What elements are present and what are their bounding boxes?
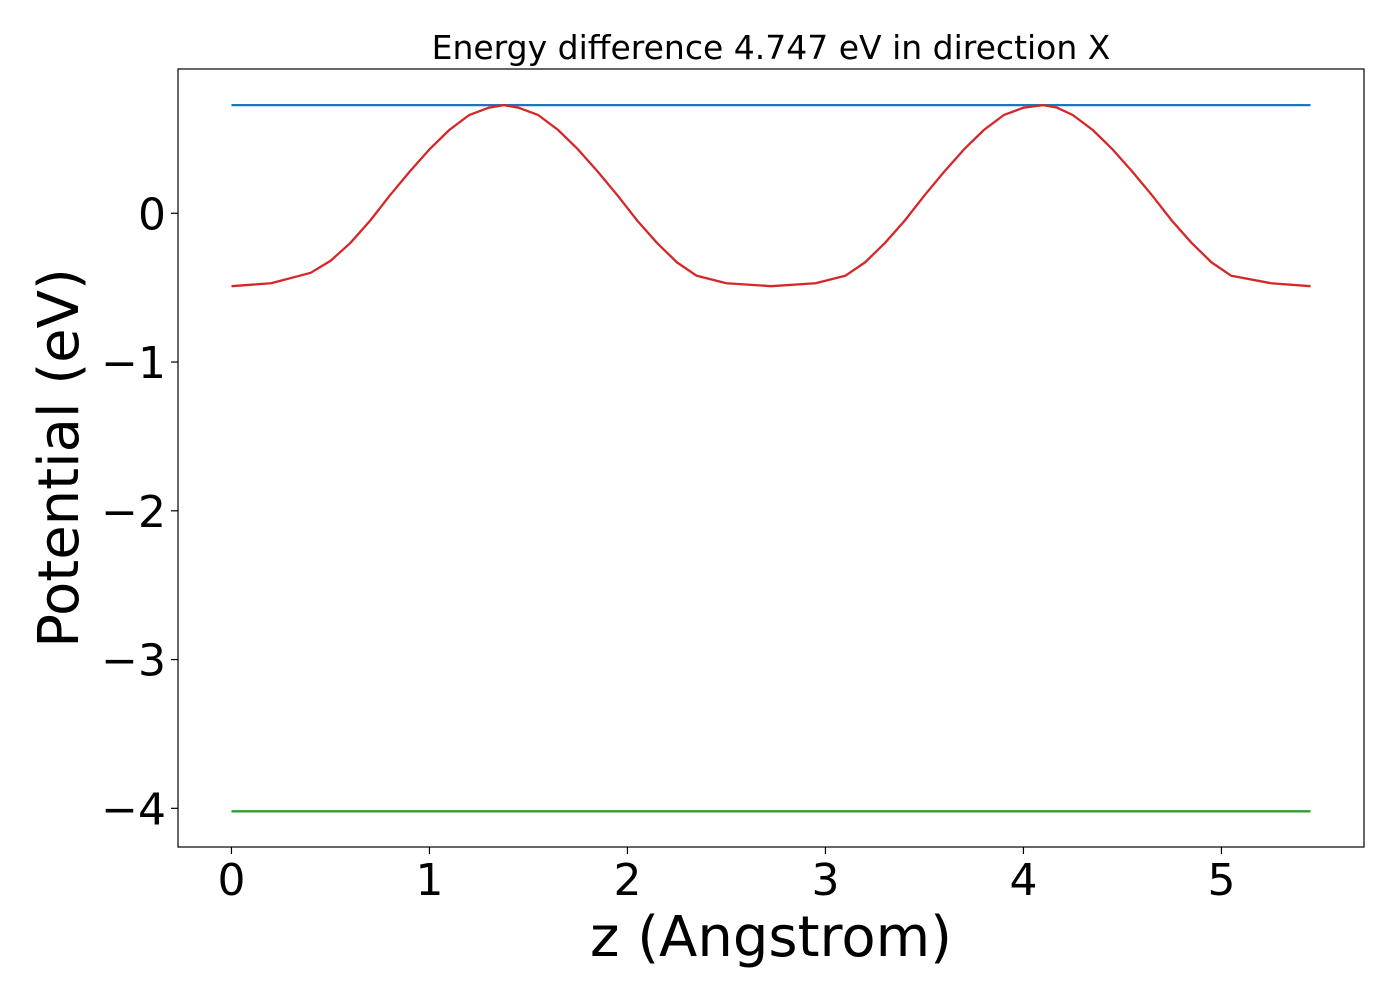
y-tick-label: −3	[101, 636, 166, 687]
x-axis-title: z (Angstrom)	[590, 905, 952, 970]
x-axis: 0 1 2 3 4 5	[217, 847, 1235, 906]
y-tick-label: −1	[101, 338, 166, 389]
y-tick-label: −4	[101, 784, 166, 835]
series-line-1	[231, 104, 1311, 288]
y-axis: 0 −1 −2 −3 −4	[101, 189, 178, 835]
x-tick-label: 0	[217, 855, 245, 906]
x-tick-label: 4	[1009, 855, 1037, 906]
x-tick-label: 5	[1207, 855, 1235, 906]
x-tick-label: 3	[811, 855, 839, 906]
y-tick-label: 0	[138, 189, 166, 240]
y-tick-label: −2	[101, 487, 166, 538]
chart-title: Energy difference 4.747 eV in direction …	[432, 28, 1111, 67]
plot-frame	[177, 68, 1365, 848]
series-layer	[231, 104, 1311, 813]
x-tick-label: 2	[613, 855, 641, 906]
x-tick-label: 1	[415, 855, 443, 906]
y-axis-title: Potential (eV)	[27, 268, 92, 648]
